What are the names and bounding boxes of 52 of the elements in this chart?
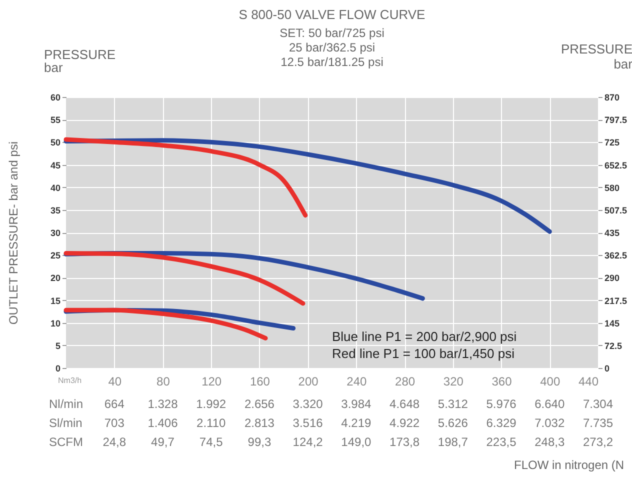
- y2-tick-label: 217.5: [604, 296, 628, 306]
- y2-axis-title: PRESSURE bar: [560, 42, 632, 72]
- y2-tick-label: 652.5: [604, 160, 628, 170]
- y-tick-label: 5: [55, 340, 60, 351]
- y-axis-title: OUTLET PRESSURE- bar and psi: [6, 141, 20, 325]
- y2-tick-label: 507.5: [604, 205, 628, 216]
- y-tick-label: 0: [55, 364, 60, 374]
- text: Sl/min 703 1.406 2.110 2.813 3.516 4.219 4.922 5.626 6.329 7.032 7.735: [49, 416, 614, 430]
- text: Nm3/h: [58, 376, 82, 385]
- y-tick-label: 10: [50, 318, 60, 328]
- y-tick-label: 20: [50, 273, 60, 284]
- x-tick-label: 400: [540, 374, 560, 388]
- x-tick-label: 120: [202, 374, 222, 388]
- chart-title: S 800-50 VALVE FLOW CURVE: [238, 7, 426, 22]
- x-tick-label: 160: [250, 374, 270, 388]
- x-tick-label: 360: [492, 374, 512, 388]
- x-tick-label: 280: [395, 374, 416, 388]
- y-tick-label: 60: [50, 92, 60, 102]
- text: Nl/min 664 1.328 1.992 2.656 3.320 3.984 4.648 5.312 5.976 6.640 7.304: [49, 397, 614, 411]
- x-tick-label: 240: [346, 374, 368, 388]
- annotation: Blue line P1 = 200 bar/2,900 psi: [332, 329, 517, 344]
- y-tick-label: 35: [50, 205, 60, 216]
- text: FLOW in nitrogen (N: [514, 458, 624, 472]
- chart-subtitle: SET: 50 bar/725 psi 25 bar/362.5 psi 12.5 bar/181.25 psi: [280, 26, 384, 69]
- text: SCFM 24,8 49,7 74,5 99,3 124,2 149,0 173,8 198,7 223,5 248,3 273,2: [49, 435, 614, 449]
- y2-tick-label: 870: [604, 92, 620, 102]
- y-tick-label: 40: [50, 182, 60, 193]
- line-series: [64, 308, 268, 340]
- y-tick-label: 50: [50, 138, 60, 148]
- y-tick-label: 25: [50, 250, 60, 261]
- x-tick-label: 320: [443, 374, 464, 388]
- y-tick-label: 30: [50, 228, 60, 238]
- y-tick-label: 45: [50, 160, 60, 170]
- y2-tick-label: 725: [604, 138, 620, 148]
- y2-tick-label: 362.5: [604, 250, 628, 261]
- y-tick-label: 55: [50, 115, 60, 126]
- y2-tick-label: 797.5: [604, 115, 628, 126]
- y2-tick-label: 580: [604, 182, 620, 193]
- text: PRESSURE bar: [44, 47, 116, 75]
- y2-tick-label: 72.5: [604, 340, 622, 351]
- line-series: [64, 251, 306, 306]
- annotation: Red line P1 = 100 bar/1,450 psi: [332, 346, 515, 361]
- y-tick-label: 15: [50, 296, 60, 306]
- x-tick-label: 80: [156, 374, 170, 388]
- line-series: [64, 137, 308, 218]
- y2-tick-label: 145: [604, 318, 620, 328]
- x-tick-label: 40: [108, 374, 122, 388]
- y2-tick-label: 0: [604, 364, 610, 374]
- x-tick-label: 440: [578, 374, 599, 388]
- y2-tick-label: 290: [604, 273, 620, 284]
- x-tick-label: 200: [298, 374, 319, 388]
- y2-tick-label: 435: [604, 228, 620, 238]
